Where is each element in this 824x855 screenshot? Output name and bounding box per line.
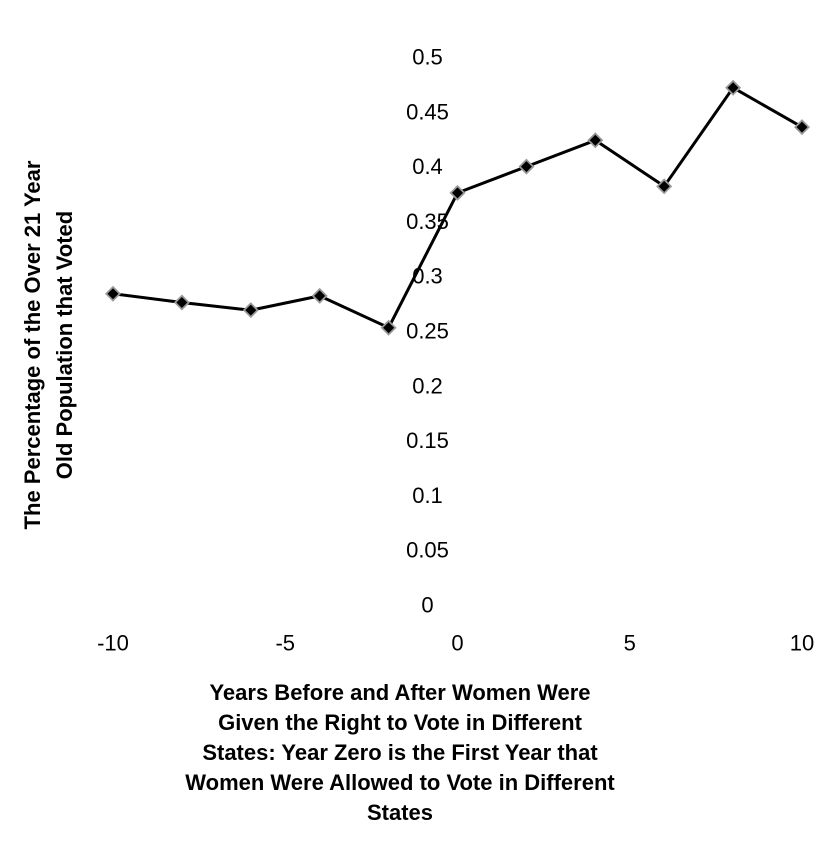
x-axis-label-line-3: States: Year Zero is the First Year that	[202, 740, 598, 765]
x-tick-label: 0	[451, 631, 463, 656]
y-tick-label: 0.5	[412, 45, 443, 70]
x-axis-label-line-2: Given the Right to Vote in Different	[218, 710, 582, 735]
x-tick-label: 10	[790, 631, 814, 656]
x-axis-label-line-5: States	[366, 800, 434, 825]
data-point	[380, 319, 397, 336]
y-axis-label-line-1: The Percentage of the Over 21 Year	[20, 160, 45, 529]
data-point	[311, 287, 328, 304]
line-chart: The Percentage of the Over 21 Year Old P…	[20, 45, 814, 656]
series-line-group	[112, 86, 803, 330]
series-line	[112, 86, 803, 330]
y-tick-label: 0.05	[406, 538, 449, 563]
data-point	[725, 79, 742, 96]
x-tick-label: -5	[275, 631, 295, 656]
y-tick-label: 0	[421, 593, 433, 618]
data-point	[518, 158, 535, 175]
data-point	[587, 132, 604, 149]
data-point	[794, 119, 810, 136]
x-axis-label: Years Before and After Women Were Given …	[60, 678, 740, 828]
y-axis-label-line-2: Old Population that Voted	[52, 211, 77, 479]
x-axis-label-line-1: Years Before and After Women Were	[209, 680, 591, 705]
y-axis-ticks: 00.050.10.150.20.250.30.350.40.450.5	[406, 45, 449, 618]
y-tick-label: 0.1	[412, 483, 443, 508]
y-tick-label: 0.4	[412, 154, 443, 179]
y-tick-label: 0.2	[412, 373, 443, 398]
y-tick-label: 0.15	[406, 428, 449, 453]
y-axis-label: The Percentage of the Over 21 Year Old P…	[20, 160, 77, 529]
y-tick-label: 0.45	[406, 99, 449, 124]
y-tick-label: 0.3	[412, 264, 443, 289]
x-axis-ticks: -10 -5 0 5 10	[97, 631, 814, 656]
data-point	[105, 285, 121, 302]
data-point	[242, 302, 259, 319]
y-tick-label: 0.25	[406, 319, 449, 344]
data-point	[656, 178, 673, 195]
data-point	[449, 184, 466, 201]
data-points	[105, 79, 810, 336]
x-tick-label: 5	[624, 631, 636, 656]
x-axis-label-line-4: Women Were Allowed to Vote in Different	[185, 770, 615, 795]
x-tick-label: -10	[97, 631, 129, 656]
data-point	[173, 294, 190, 311]
